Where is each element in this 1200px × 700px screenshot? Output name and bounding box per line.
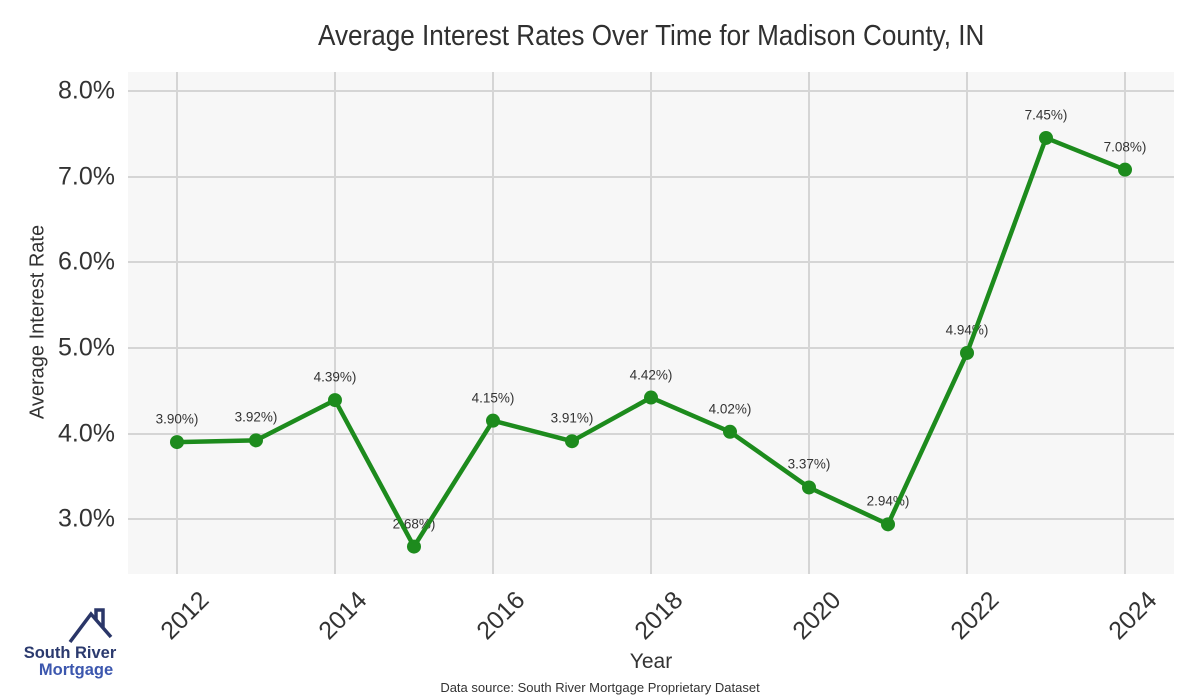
y-tick-label: 6.0% [58, 247, 115, 276]
data-point-marker [169, 435, 184, 450]
logo-text-mortgage: Mortgage [38, 661, 114, 680]
gridline-vertical [650, 72, 652, 574]
y-tick-label: 7.0% [58, 162, 115, 190]
x-tick-label: 2018 [629, 586, 689, 646]
data-point-label: 4.02%) [708, 401, 752, 417]
x-tick-label: 2016 [471, 586, 531, 646]
south-river-mortgage-logo: South River Mortgage [16, 608, 124, 680]
data-point-marker [248, 433, 263, 448]
data-point-marker [644, 390, 658, 405]
gridline-vertical [808, 72, 810, 574]
rate-line [174, 135, 1128, 549]
gridline-vertical [175, 72, 178, 574]
data-point-marker [564, 434, 579, 449]
y-tick-label: 5.0% [58, 333, 115, 362]
data-point-label: 3.37%) [787, 456, 831, 472]
y-tick-label: 4.0% [58, 419, 115, 447]
x-axis-title: Year [629, 650, 673, 673]
data-source-note: Data source: South River Mortgage Propri… [440, 680, 760, 695]
x-tick-label: 2024 [1103, 586, 1163, 646]
data-point-marker [406, 539, 421, 554]
x-tick-label: 2012 [155, 586, 215, 646]
data-point-marker [802, 480, 817, 495]
x-tick-label: 2022 [945, 586, 1005, 646]
data-point-marker [960, 345, 975, 360]
data-point-label: 7.45%) [1024, 107, 1068, 123]
data-point-label: 4.39%) [313, 369, 357, 385]
data-point-marker [327, 393, 342, 408]
x-tick-label: 2014 [313, 586, 373, 646]
data-point-marker [1039, 130, 1054, 145]
y-axis-title: Average Interest Rate [26, 224, 49, 420]
data-point-label: 3.91%) [550, 410, 594, 426]
x-tick-label: 2020 [787, 586, 847, 646]
house-roof-icon [68, 608, 113, 644]
data-point-label: 7.08%) [1103, 139, 1147, 155]
data-point-label: 3.90%) [155, 411, 199, 427]
interest-rate-line-series [169, 130, 1133, 554]
logo-text-south-river: South River [23, 644, 117, 662]
data-point-label: 4.42%) [629, 367, 673, 383]
gridline-vertical [1124, 72, 1127, 574]
data-point-marker [881, 517, 896, 532]
data-point-label: 3.92%) [234, 409, 278, 425]
data-point-marker [485, 413, 500, 428]
data-point-marker [1118, 162, 1133, 177]
gridline-vertical [333, 72, 336, 574]
chart-title-text: Average Interest Rates Over Time for Mad… [317, 20, 985, 52]
data-point-label: 4.15%) [471, 390, 515, 406]
y-tick-label: 8.0% [58, 76, 115, 105]
y-tick-label: 3.0% [58, 504, 115, 533]
plot-area: 3.90%) 3.92%) 4.39%) 2.68%) 4.15%) 3.91%) 4.42… [128, 72, 1174, 574]
data-point-marker [723, 424, 738, 439]
gridline-vertical [491, 72, 494, 574]
chart-title: Average Interest Rates Over Time for Mad… [128, 20, 1174, 53]
gridline-vertical [966, 72, 968, 574]
